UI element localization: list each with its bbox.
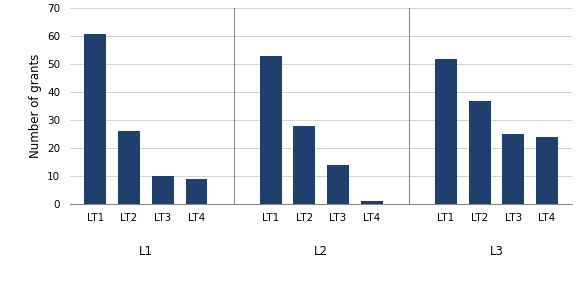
Bar — [435, 59, 457, 204]
Y-axis label: Number of grants: Number of grants — [29, 54, 41, 158]
Bar — [85, 34, 106, 204]
Bar — [536, 137, 558, 204]
Text: L2: L2 — [314, 245, 328, 258]
Bar — [186, 179, 207, 204]
Bar — [361, 201, 383, 204]
Text: L3: L3 — [489, 245, 503, 258]
Bar — [260, 56, 281, 204]
Bar — [327, 165, 349, 204]
Bar — [469, 100, 491, 204]
Text: L1: L1 — [139, 245, 153, 258]
Bar — [293, 126, 315, 204]
Bar — [152, 176, 173, 204]
Bar — [118, 131, 140, 204]
Bar — [502, 134, 524, 204]
